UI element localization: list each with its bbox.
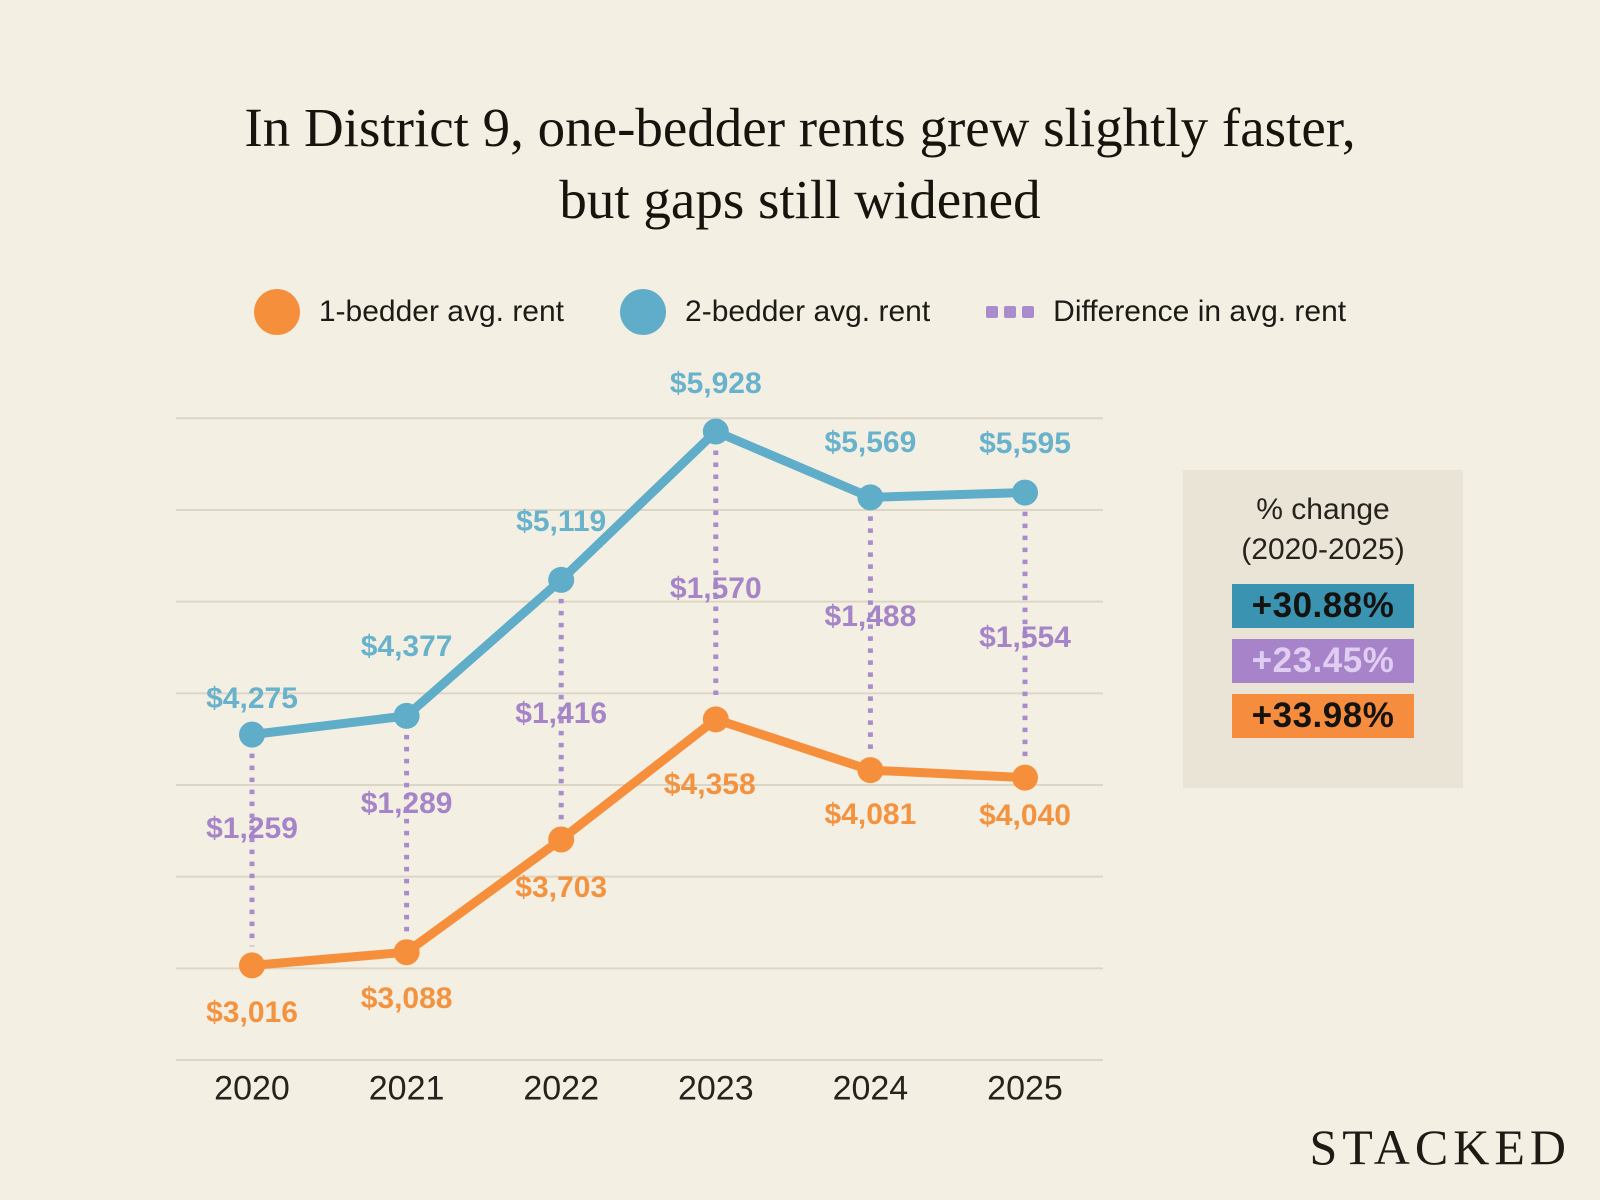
legend-swatch-2bedder-circle-icon <box>620 289 667 335</box>
data-point-1bedder-2025 <box>1012 764 1038 791</box>
pct-change-title-line1: % change <box>1256 493 1390 526</box>
data-point-2bedder-2020 <box>239 721 265 748</box>
pct-badge-1bedder: +33.98% <box>1232 694 1414 738</box>
dotted-swatch-dot <box>1004 306 1017 318</box>
pct-badge-difference: +23.45% <box>1232 639 1414 683</box>
legend-swatch-difference-dotted-icon <box>986 306 1035 318</box>
data-point-2bedder-2024 <box>857 484 884 511</box>
data-point-1bedder-2020 <box>239 952 265 979</box>
pct-change-title-line2: (2020-2025) <box>1241 533 1405 566</box>
pct-change-panel-title: % change (2020-2025) <box>1183 490 1463 570</box>
data-point-2bedder-2021 <box>393 702 420 729</box>
legend: 1-bedder avg. rent 2-bedder avg. rent Di… <box>0 289 1600 335</box>
legend-item-1bedder: 1-bedder avg. rent <box>253 289 565 335</box>
page-title-line1: In District 9, one-bedder rents grew sli… <box>244 97 1356 158</box>
pct-change-panel: % change (2020-2025) +30.88% +23.45% +33… <box>1183 470 1463 788</box>
page-title: In District 9, one-bedder rents grew sli… <box>0 92 1600 236</box>
legend-label-difference: Difference in avg. rent <box>1053 295 1347 328</box>
series-line-1bedder <box>247 714 1030 970</box>
dotted-swatch-dot <box>986 306 999 318</box>
legend-item-2bedder: 2-bedder avg. rent <box>620 289 930 335</box>
dotted-swatch-dot <box>1022 306 1035 318</box>
data-point-2bedder-2023 <box>702 418 729 445</box>
data-point-1bedder-2021 <box>393 939 420 966</box>
stacked-logo: STACKED <box>1309 1119 1571 1175</box>
series-line-2bedder <box>247 427 1030 740</box>
data-point-1bedder-2023 <box>702 706 729 733</box>
legend-label-2bedder: 2-bedder avg. rent <box>685 295 931 328</box>
page-title-line2: but gaps still widened <box>559 169 1041 230</box>
pct-badge-2bedder: +30.88% <box>1232 584 1414 628</box>
data-point-1bedder-2024 <box>857 757 884 784</box>
legend-swatch-1bedder-circle-icon <box>253 289 300 335</box>
data-point-1bedder-2022 <box>548 826 575 853</box>
legend-label-1bedder: 1-bedder avg. rent <box>318 295 565 328</box>
data-point-2bedder-2022 <box>548 566 575 593</box>
legend-item-difference: Difference in avg. rent <box>986 295 1346 329</box>
pct-change-badges: +30.88% +23.45% +33.98% <box>1183 584 1463 738</box>
data-point-2bedder-2025 <box>1012 479 1038 506</box>
